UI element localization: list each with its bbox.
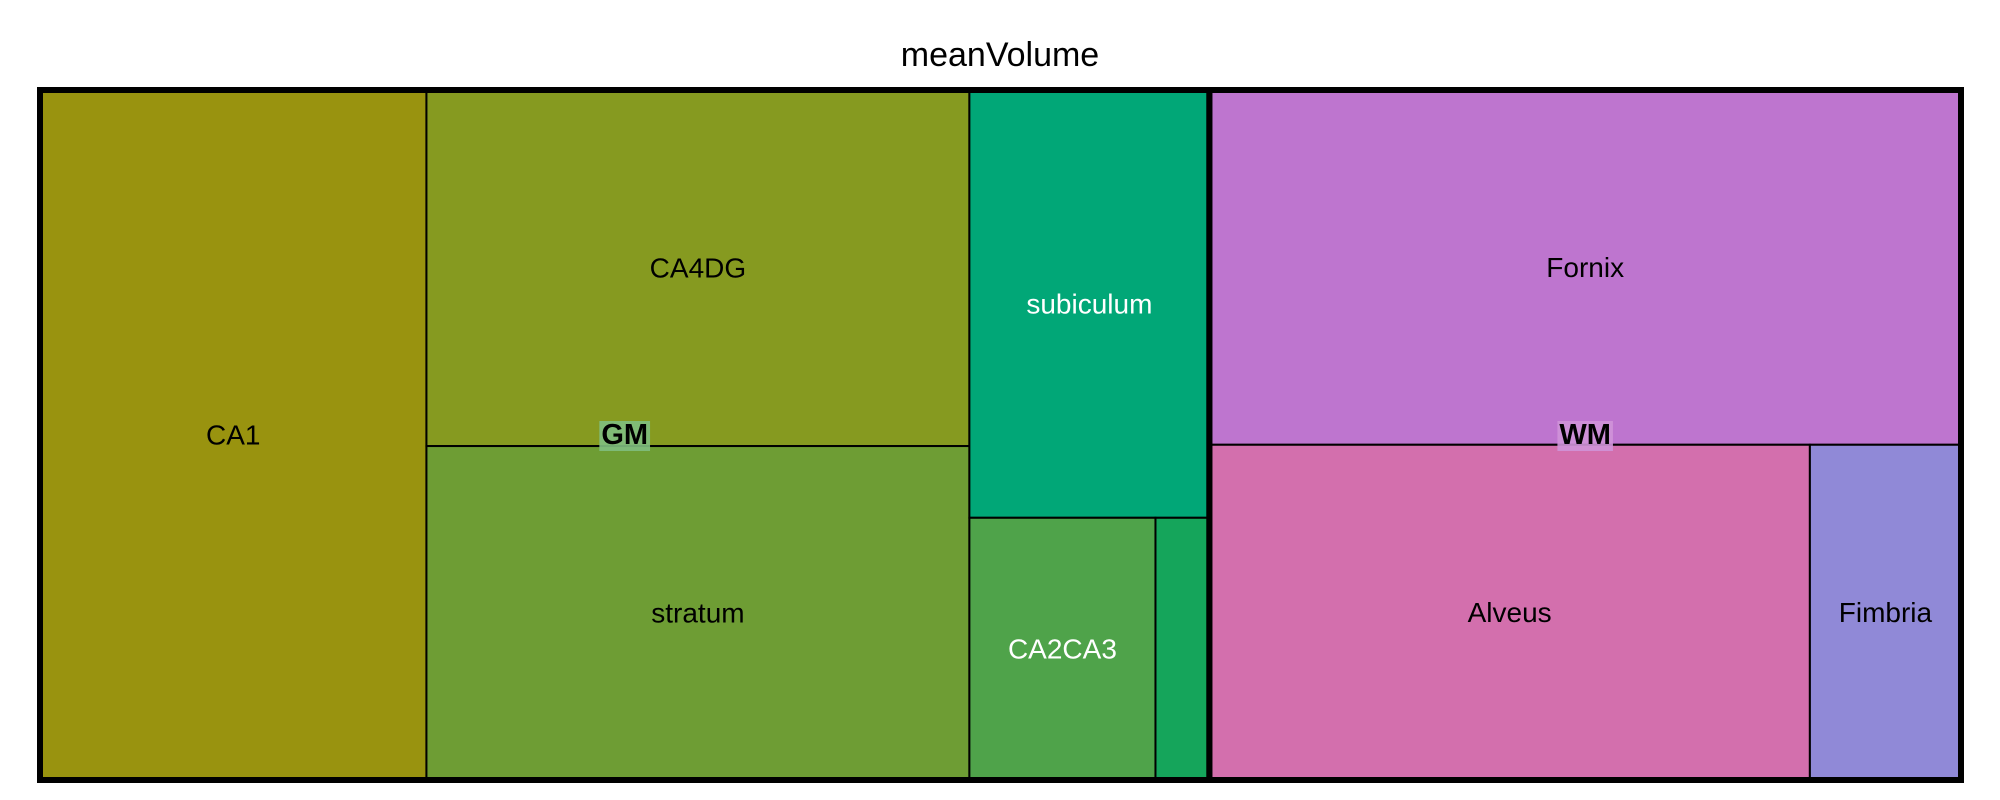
- group-borders: [37, 87, 1964, 783]
- cell-subiculum: [968, 89, 1211, 519]
- cell-unlabeled: [1154, 516, 1211, 781]
- treemap-labels: CA1 CA4DG stratum subiculum CA2CA3 GM Fornix Al…: [206, 252, 1933, 665]
- cell-ca1: [39, 89, 428, 781]
- cell-label-ca1: CA1: [206, 420, 260, 451]
- cell-stratum: [425, 445, 971, 781]
- group-label-bg-gm: [599, 421, 651, 451]
- cell-label-fimbria: Fimbria: [1839, 597, 1933, 628]
- cell-label-ca2ca3: CA2CA3: [1008, 633, 1117, 664]
- cell-label-alveus: Alveus: [1468, 597, 1552, 628]
- cell-ca2ca3: [968, 516, 1157, 781]
- chart-title: meanVolume: [901, 36, 1099, 74]
- group-label-wm: WM: [1559, 419, 1611, 451]
- cell-label-fornix: Fornix: [1546, 252, 1624, 283]
- cell-label-subiculum: subiculum: [1026, 288, 1152, 319]
- treemap-cells: [39, 89, 1962, 781]
- cell-fornix: [1208, 89, 1962, 446]
- group-label-bg-wm: [1557, 421, 1613, 451]
- group-border-wm: [1206, 87, 1964, 783]
- cell-ca4dg: [425, 89, 971, 448]
- cell-label-ca4dg: CA4DG: [650, 253, 746, 284]
- cell-label-stratum: stratum: [651, 598, 744, 629]
- group-label-gm: GM: [601, 419, 648, 451]
- cell-alveus: [1208, 443, 1811, 781]
- cell-fimbria: [1808, 443, 1962, 781]
